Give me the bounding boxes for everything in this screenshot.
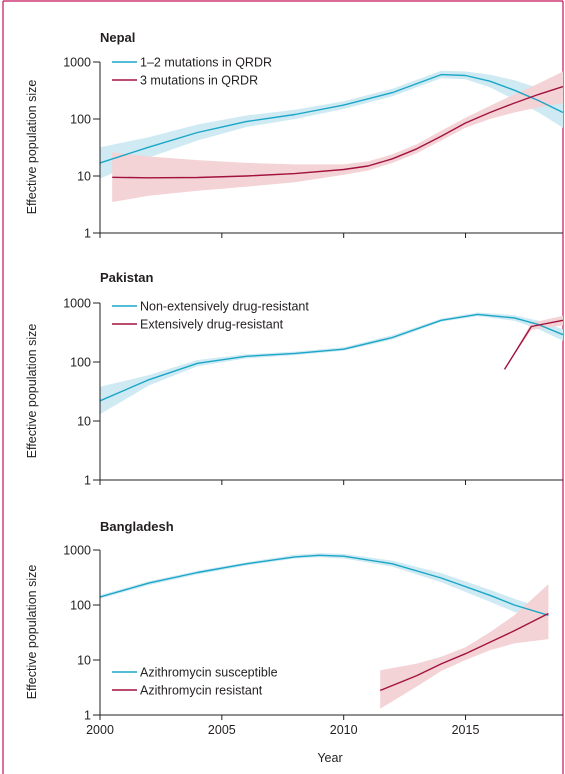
- x-tick-label: 2000: [86, 723, 114, 737]
- panel-bangladesh: Bangladesh Effective population size 1 10 10…: [25, 519, 563, 737]
- x-tick-label: 2015: [452, 723, 480, 737]
- series-line-1: [99, 554, 549, 616]
- y-tick-label: 10: [77, 654, 91, 668]
- y-axis-title: Effective population size: [25, 565, 39, 700]
- y-tick-label: 1: [84, 709, 91, 723]
- series-line-2: [503, 319, 564, 370]
- x-tick-label: 2010: [330, 723, 358, 737]
- series-line-2: [379, 612, 549, 692]
- legend-label: Azithromycin resistant: [140, 684, 263, 698]
- confidence-band-1: [100, 70, 563, 179]
- y-tick-label: 1000: [63, 544, 91, 558]
- x-axis-title: Year: [317, 751, 342, 765]
- y-tick-label: 10: [77, 170, 91, 184]
- legend-label: Extensively drug-resistant: [140, 318, 284, 332]
- panel-nepal: Nepal Effective population size 1 10 100 1000…: [25, 30, 564, 241]
- series-line-1: [99, 73, 564, 164]
- series-line-1: [99, 313, 564, 402]
- legend-label: Azithromycin susceptible: [140, 666, 278, 680]
- legend-label: Non-extensively drug-resistant: [140, 300, 309, 314]
- y-axis-title: Effective population size: [25, 80, 39, 215]
- panel-title: Nepal: [100, 30, 135, 45]
- legend-label: 1–2 mutations in QRDR: [140, 56, 272, 70]
- y-tick-label: 10: [77, 415, 91, 429]
- panel-pakistan: Pakistan Effective population size 1 10 100 1…: [25, 270, 564, 488]
- y-tick-label: 1000: [63, 56, 91, 70]
- confidence-band-2: [112, 71, 563, 202]
- series-line-2: [112, 85, 564, 179]
- x-tick-label: 2005: [208, 723, 236, 737]
- y-tick-label: 100: [70, 599, 91, 613]
- y-tick-label: 1000: [63, 297, 91, 311]
- panel-title: Pakistan: [100, 270, 154, 285]
- chart-panels: Nepal Effective population size 1 10 100 1000…: [25, 30, 564, 737]
- confidence-band-2: [380, 584, 549, 709]
- legend-label: 3 mutations in QRDR: [140, 74, 258, 88]
- y-tick-label: 1: [84, 227, 91, 241]
- y-tick-label: 1: [84, 474, 91, 488]
- confidence-band-1: [100, 312, 563, 415]
- panel-title: Bangladesh: [100, 519, 174, 534]
- confidence-band-1: [100, 553, 549, 620]
- y-tick-label: 100: [70, 113, 91, 127]
- y-tick-label: 100: [70, 356, 91, 370]
- y-axis-title: Effective population size: [25, 324, 39, 459]
